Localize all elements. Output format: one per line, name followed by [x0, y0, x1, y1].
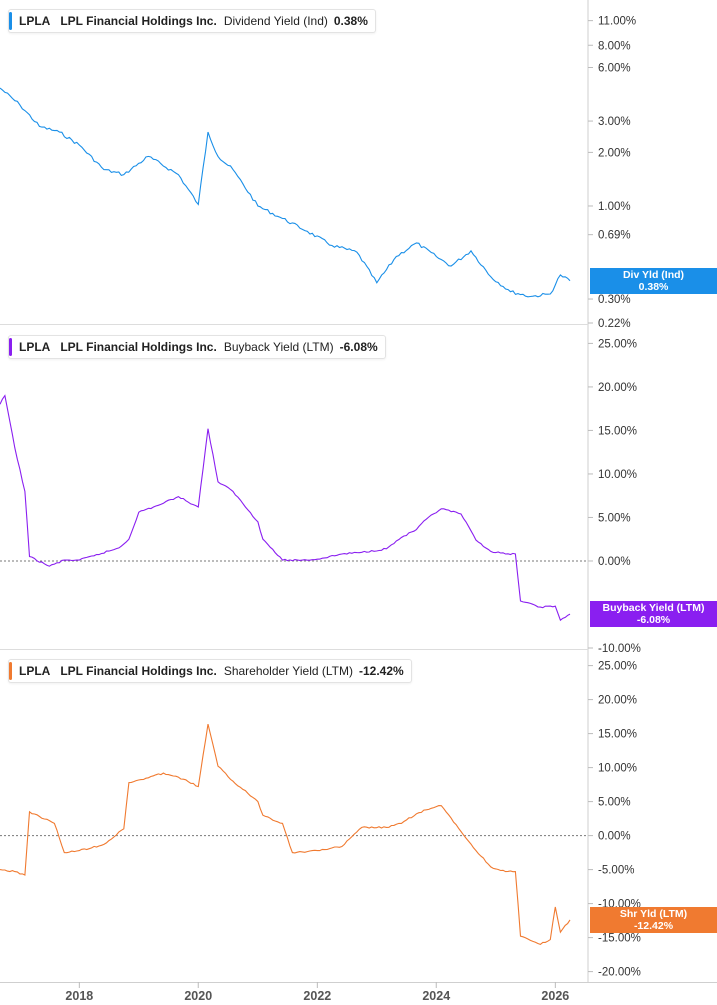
y-tick-label: 10.00%	[598, 763, 637, 775]
series-color-marker	[9, 12, 12, 30]
y-tick-label: -20.00%	[598, 967, 641, 979]
y-tick-label: 25.00%	[598, 338, 637, 350]
legend-company: LPL Financial Holdings Inc.	[60, 340, 217, 354]
legend-ticker: LPLA	[19, 664, 51, 678]
legend-ticker: LPLA	[19, 340, 51, 354]
x-tick-label: 2020	[184, 989, 212, 1003]
legend-metric: Shareholder Yield (LTM)	[223, 664, 353, 678]
flag-value: -12.42%	[633, 920, 674, 932]
y-tick-label: 20.00%	[598, 382, 637, 394]
legend-value: 0.38%	[333, 14, 368, 28]
y-tick-label: 11.00%	[598, 16, 636, 28]
y-tick-label: 0.00%	[598, 556, 631, 568]
y-tick-label: 0.30%	[598, 294, 631, 306]
legend-buyback-yield: LPLA LPL Financial Holdings Inc. Buyback…	[8, 335, 386, 359]
y-tick-label: 25.00%	[598, 661, 637, 673]
flag-label: Buyback Yield (LTM)	[602, 602, 705, 614]
y-tick-label: -10.00%	[598, 643, 641, 655]
value-flag-buyback-yield: Buyback Yield (LTM) -6.08%	[590, 601, 717, 627]
y-tick-label: 5.00%	[598, 512, 631, 524]
series-line	[0, 394, 571, 622]
series-color-marker	[9, 338, 12, 356]
flag-value: -6.08%	[636, 614, 671, 626]
legend-value: -12.42%	[358, 664, 404, 678]
x-tick-label: 2024	[422, 989, 450, 1003]
flag-label: Div Yld (Ind)	[622, 269, 685, 281]
y-tick-label: 5.00%	[598, 797, 631, 809]
y-tick-label: 6.00%	[598, 62, 631, 74]
y-tick-label: 15.00%	[598, 425, 637, 437]
legend-company: LPL Financial Holdings Inc.	[60, 664, 217, 678]
y-tick-label: 0.22%	[598, 318, 631, 330]
flag-label: Shr Yld (LTM)	[619, 908, 688, 920]
y-tick-label: 0.00%	[598, 831, 631, 843]
y-tick-label: 10.00%	[598, 469, 637, 481]
series-color-marker	[9, 662, 12, 680]
y-tick-label: 0.69%	[598, 230, 631, 242]
legend-shareholder-yield: LPLA LPL Financial Holdings Inc. Shareho…	[8, 659, 412, 683]
value-flag-dividend-yield: Div Yld (Ind) 0.38%	[590, 268, 717, 294]
x-tick-label: 2022	[303, 989, 331, 1003]
flag-value: 0.38%	[638, 281, 669, 293]
legend-metric: Dividend Yield (Ind)	[223, 14, 328, 28]
x-tick-label: 2026	[541, 989, 569, 1003]
y-tick-label: 2.00%	[598, 147, 631, 159]
y-tick-label: 8.00%	[598, 40, 631, 52]
series-line	[0, 87, 571, 298]
y-tick-label: 20.00%	[598, 695, 637, 707]
series-line	[0, 723, 571, 946]
y-tick-label: 3.00%	[598, 116, 631, 128]
y-tick-label: 1.00%	[598, 201, 631, 213]
x-tick-label: 2018	[65, 989, 93, 1003]
y-tick-label: -5.00%	[598, 865, 634, 877]
legend-value: -6.08%	[339, 340, 378, 354]
legend-dividend-yield: LPLA LPL Financial Holdings Inc. Dividen…	[8, 9, 376, 33]
value-flag-shareholder-yield: Shr Yld (LTM) -12.42%	[590, 907, 717, 933]
legend-company: LPL Financial Holdings Inc.	[60, 14, 217, 28]
y-tick-label: -15.00%	[598, 933, 641, 945]
y-tick-label: 15.00%	[598, 729, 637, 741]
legend-metric: Buyback Yield (LTM)	[223, 340, 334, 354]
legend-ticker: LPLA	[19, 14, 51, 28]
